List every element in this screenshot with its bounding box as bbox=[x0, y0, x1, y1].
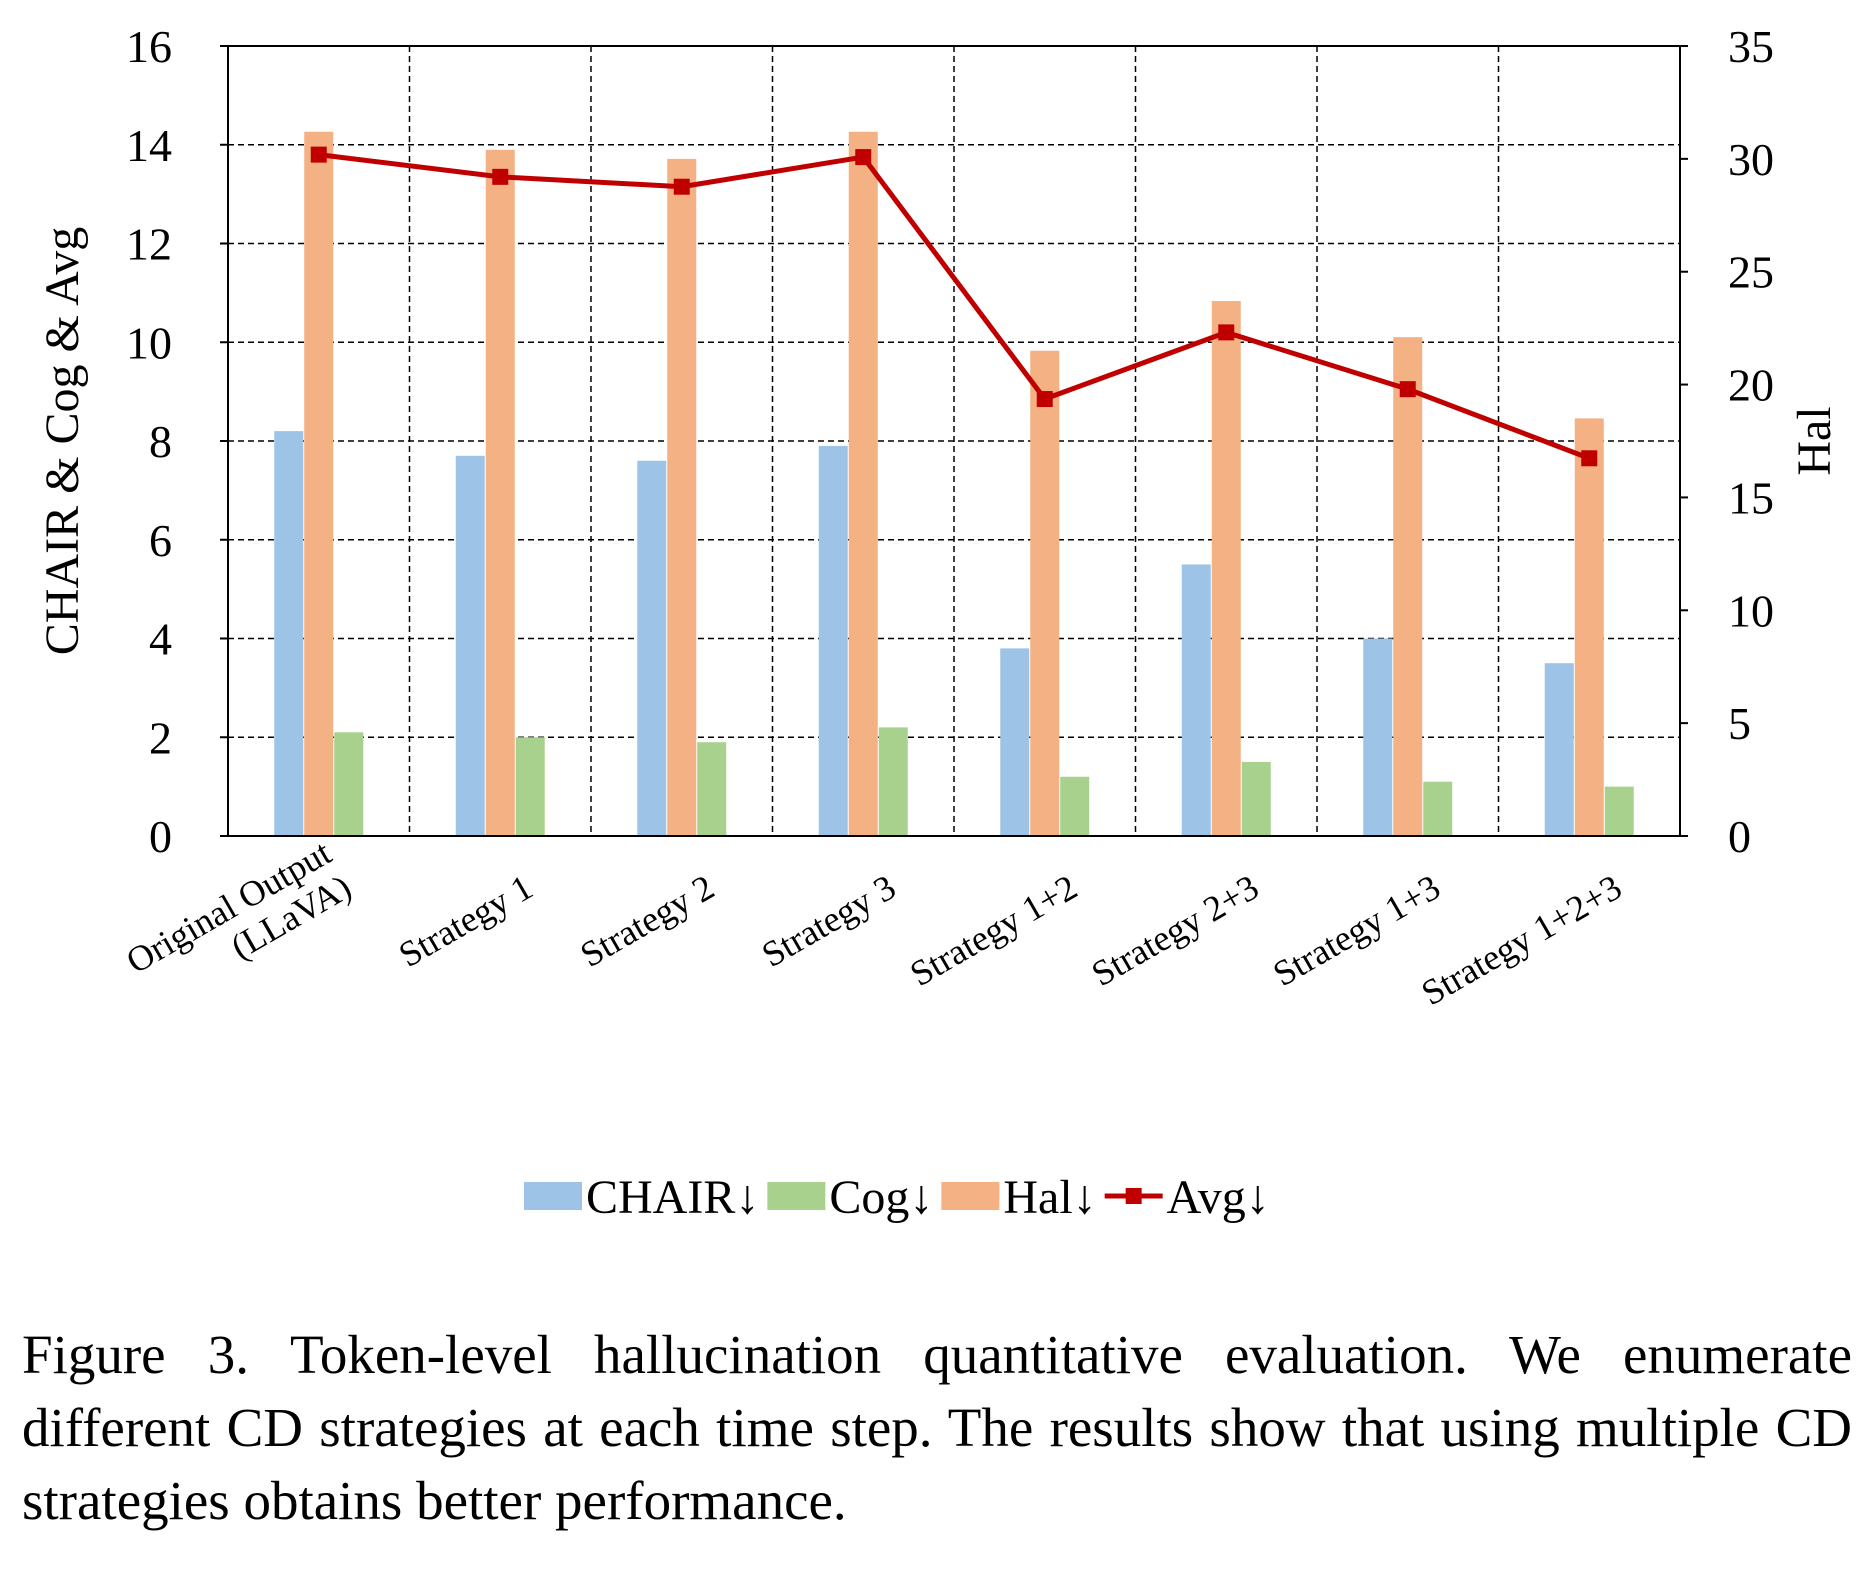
bars bbox=[274, 131, 1634, 837]
avg-line-series bbox=[310, 146, 1598, 467]
left-tick-label: 8 bbox=[149, 416, 172, 467]
bar bbox=[304, 131, 334, 836]
legend-label: Hal↓ bbox=[1003, 1171, 1096, 1224]
right-tick-label: 0 bbox=[1728, 811, 1751, 862]
bar bbox=[1393, 337, 1423, 836]
right-tick-label: 15 bbox=[1728, 472, 1774, 523]
line-point bbox=[855, 149, 872, 166]
left-tick-label: 4 bbox=[149, 614, 172, 665]
legend-marker bbox=[1125, 1188, 1142, 1204]
legend-swatch bbox=[941, 1182, 1000, 1210]
bar bbox=[1181, 564, 1211, 836]
x-tick-label: Strategy 2+3 bbox=[1085, 867, 1265, 994]
x-tick-line: Strategy 1 bbox=[392, 867, 539, 975]
bar bbox=[274, 431, 304, 836]
legend-swatch bbox=[767, 1182, 826, 1210]
bar bbox=[515, 737, 545, 836]
bar bbox=[1000, 648, 1030, 836]
avg-line bbox=[318, 152, 1591, 461]
bar bbox=[1030, 350, 1060, 836]
bar bbox=[878, 727, 908, 836]
x-tick-line: Strategy 1+2 bbox=[903, 867, 1083, 994]
line-point bbox=[1581, 450, 1598, 467]
x-tick-label: Strategy 1+2 bbox=[903, 867, 1083, 994]
legend-label: CHAIR↓ bbox=[586, 1171, 759, 1224]
bar bbox=[1574, 418, 1604, 836]
legend: CHAIR↓ Cog↓ Hal↓ Avg↓ bbox=[524, 1171, 1270, 1224]
chart: 0 2 4 6 8 10 12 14 16 0 5 10 15 20 25 30 35 Original Ou… bbox=[36, 21, 1841, 1224]
left-tick-label: 12 bbox=[126, 219, 172, 270]
grid bbox=[228, 46, 1680, 836]
left-tick-label: 6 bbox=[149, 515, 172, 566]
right-tick-label: 35 bbox=[1728, 21, 1774, 72]
left-tick-label: 2 bbox=[149, 712, 172, 763]
bar bbox=[667, 158, 697, 836]
line-point bbox=[1218, 324, 1235, 341]
bar bbox=[1423, 781, 1453, 836]
bar bbox=[848, 131, 878, 836]
bar bbox=[334, 732, 364, 836]
line-point bbox=[492, 168, 509, 185]
x-tick-line: Strategy 2 bbox=[573, 867, 720, 975]
bar bbox=[1211, 301, 1241, 836]
left-tick-label: 10 bbox=[126, 317, 172, 368]
x-axis-ticks: Original Output(LLaVA) Strategy 1 Strategy… bbox=[119, 832, 1629, 1013]
line-point bbox=[310, 146, 327, 163]
x-tick-line: Strategy 3 bbox=[755, 867, 902, 975]
bar bbox=[637, 460, 667, 836]
x-tick-line: Strategy 2+3 bbox=[1085, 867, 1265, 994]
bar bbox=[1363, 638, 1393, 836]
right-tick-label: 30 bbox=[1728, 134, 1774, 185]
bar bbox=[697, 742, 727, 836]
x-tick-label: Strategy 2 bbox=[573, 867, 720, 975]
right-tick-label: 10 bbox=[1728, 585, 1774, 636]
line-point bbox=[673, 178, 690, 195]
legend-swatch bbox=[524, 1182, 582, 1210]
x-tick-label: Strategy 3 bbox=[755, 867, 902, 975]
bar bbox=[1060, 776, 1090, 836]
right-tick-label: 20 bbox=[1728, 360, 1774, 411]
x-tick-line: Strategy 1+2+3 bbox=[1415, 867, 1629, 1013]
bar bbox=[818, 445, 848, 836]
left-axis-ticks: 0 2 4 6 8 10 12 14 16 bbox=[126, 21, 228, 862]
bar bbox=[485, 149, 515, 837]
line-point bbox=[1399, 381, 1416, 398]
bar bbox=[455, 455, 485, 836]
right-axis-ticks: 0 5 10 15 20 25 30 35 bbox=[1680, 21, 1774, 862]
left-tick-label: 0 bbox=[149, 811, 172, 862]
left-tick-label: 16 bbox=[126, 21, 172, 72]
legend-label: Cog↓ bbox=[829, 1171, 933, 1224]
x-tick-label: Strategy 1+2+3 bbox=[1415, 867, 1629, 1013]
bar bbox=[1544, 663, 1574, 836]
left-tick-label: 14 bbox=[126, 120, 172, 171]
legend-label: Avg↓ bbox=[1167, 1171, 1270, 1224]
bar bbox=[1241, 761, 1271, 836]
right-tick-label: 5 bbox=[1728, 698, 1751, 749]
line-point bbox=[1036, 391, 1053, 408]
figure-caption: Figure 3. Token-level hallucination quan… bbox=[22, 1324, 1852, 1531]
y-axis-label: CHAIR & Cog & Avg bbox=[36, 227, 89, 655]
x-tick-label: Strategy 1 bbox=[392, 867, 539, 975]
bar bbox=[1604, 786, 1634, 836]
y2-axis-label: Hal bbox=[1788, 406, 1841, 475]
right-tick-label: 25 bbox=[1728, 247, 1774, 298]
